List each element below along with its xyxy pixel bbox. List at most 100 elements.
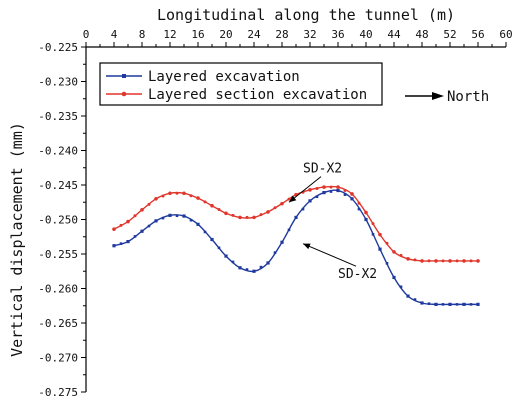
data-point-minor <box>161 216 165 220</box>
direction-label: North <box>447 89 489 105</box>
y-tick-label: -0.230 <box>38 76 78 89</box>
data-point-minor <box>161 194 165 198</box>
data-point <box>392 275 396 280</box>
data-point-minor <box>259 213 263 217</box>
data-point-minor <box>189 218 193 222</box>
x-tick-label: 20 <box>219 28 232 41</box>
data-point <box>210 203 214 208</box>
annotation-arrow-head <box>303 243 311 250</box>
data-point-minor <box>119 223 123 227</box>
y-tick-label: -0.235 <box>38 110 78 123</box>
data-point-minor <box>413 258 417 262</box>
data-point-minor <box>427 259 431 263</box>
x-tick-label: 4 <box>111 28 118 41</box>
y-tick-label: -0.260 <box>38 283 78 296</box>
data-point <box>154 197 158 201</box>
data-point <box>336 188 340 193</box>
data-point-minor <box>441 303 445 306</box>
data-point <box>112 227 116 231</box>
data-point-minor <box>203 230 207 234</box>
data-point-minor <box>357 207 361 211</box>
data-point <box>434 302 438 306</box>
x-tick-label: 56 <box>471 28 484 41</box>
data-point <box>154 219 158 223</box>
data-point-minor <box>231 260 235 264</box>
data-point <box>364 217 368 222</box>
legend-box <box>99 62 383 106</box>
data-point-minor <box>189 194 193 198</box>
data-point <box>462 302 466 306</box>
data-point-minor <box>385 262 389 265</box>
x-tick-label: 16 <box>191 28 204 41</box>
data-point <box>322 185 326 189</box>
data-point <box>238 266 242 270</box>
x-tick-label: 44 <box>387 28 401 41</box>
data-point <box>140 208 144 212</box>
x-tick-label: 52 <box>443 28 456 41</box>
y-tick-label: -0.225 <box>38 41 78 54</box>
legend-swatch-marker <box>122 74 126 78</box>
north-arrow-head <box>432 92 444 100</box>
data-point <box>364 210 368 215</box>
data-point-minor <box>371 222 375 226</box>
y-tick-label: -0.240 <box>38 145 78 158</box>
data-point-minor <box>385 241 389 245</box>
data-point <box>308 188 312 192</box>
series-line <box>113 185 478 262</box>
data-point <box>266 261 270 265</box>
data-point-minor <box>329 190 333 193</box>
data-point <box>140 229 144 233</box>
x-axis-title: Longitudinal along the tunnel (m) <box>157 6 455 24</box>
data-point <box>420 259 424 263</box>
y-axis-title: Vertical displacement (mm) <box>8 122 26 357</box>
data-point <box>224 211 228 216</box>
data-point <box>294 215 298 220</box>
legend-label: Layered section excavation <box>148 87 367 103</box>
data-point <box>378 247 382 251</box>
data-point-minor <box>469 259 473 263</box>
legend-swatch-marker <box>121 91 127 97</box>
data-point <box>406 294 410 298</box>
x-tick-label: 8 <box>139 28 146 41</box>
data-point <box>238 215 242 220</box>
data-point-minor <box>217 246 221 250</box>
data-point <box>224 254 228 258</box>
data-point-minor <box>273 206 277 210</box>
x-tick-label: 0 <box>83 28 90 41</box>
data-point <box>448 302 452 306</box>
data-point-minor <box>455 303 459 306</box>
data-point <box>126 239 130 244</box>
data-point <box>280 201 284 206</box>
data-point-minor <box>203 200 207 204</box>
y-tick-label: -0.245 <box>38 179 78 192</box>
data-point-minor <box>399 253 403 257</box>
series-line <box>113 189 478 306</box>
annotation-label: SD-X2 <box>338 267 377 282</box>
data-point-minor <box>315 186 319 190</box>
data-point-minor <box>441 259 445 263</box>
data-point-minor <box>357 201 361 205</box>
data-point <box>168 191 172 196</box>
data-point-minor <box>287 197 291 201</box>
data-point-minor <box>147 224 151 228</box>
data-point-minor <box>245 215 249 219</box>
data-point-minor <box>301 207 305 211</box>
data-point-minor <box>427 302 431 305</box>
data-point <box>266 210 270 214</box>
data-point-minor <box>371 233 375 236</box>
data-point <box>126 219 130 224</box>
series-1 <box>112 188 480 306</box>
x-tick-label: 60 <box>499 28 512 41</box>
data-point-minor <box>119 242 123 245</box>
x-tick-label: 48 <box>415 28 428 41</box>
data-point-minor <box>469 303 473 306</box>
y-tick-label: -0.270 <box>38 352 78 365</box>
data-point <box>406 257 410 261</box>
y-tick-label: -0.265 <box>38 317 78 330</box>
data-point <box>182 214 186 218</box>
data-point-minor <box>315 195 319 199</box>
data-point <box>196 196 200 200</box>
data-point <box>182 191 186 196</box>
data-point <box>210 237 214 242</box>
